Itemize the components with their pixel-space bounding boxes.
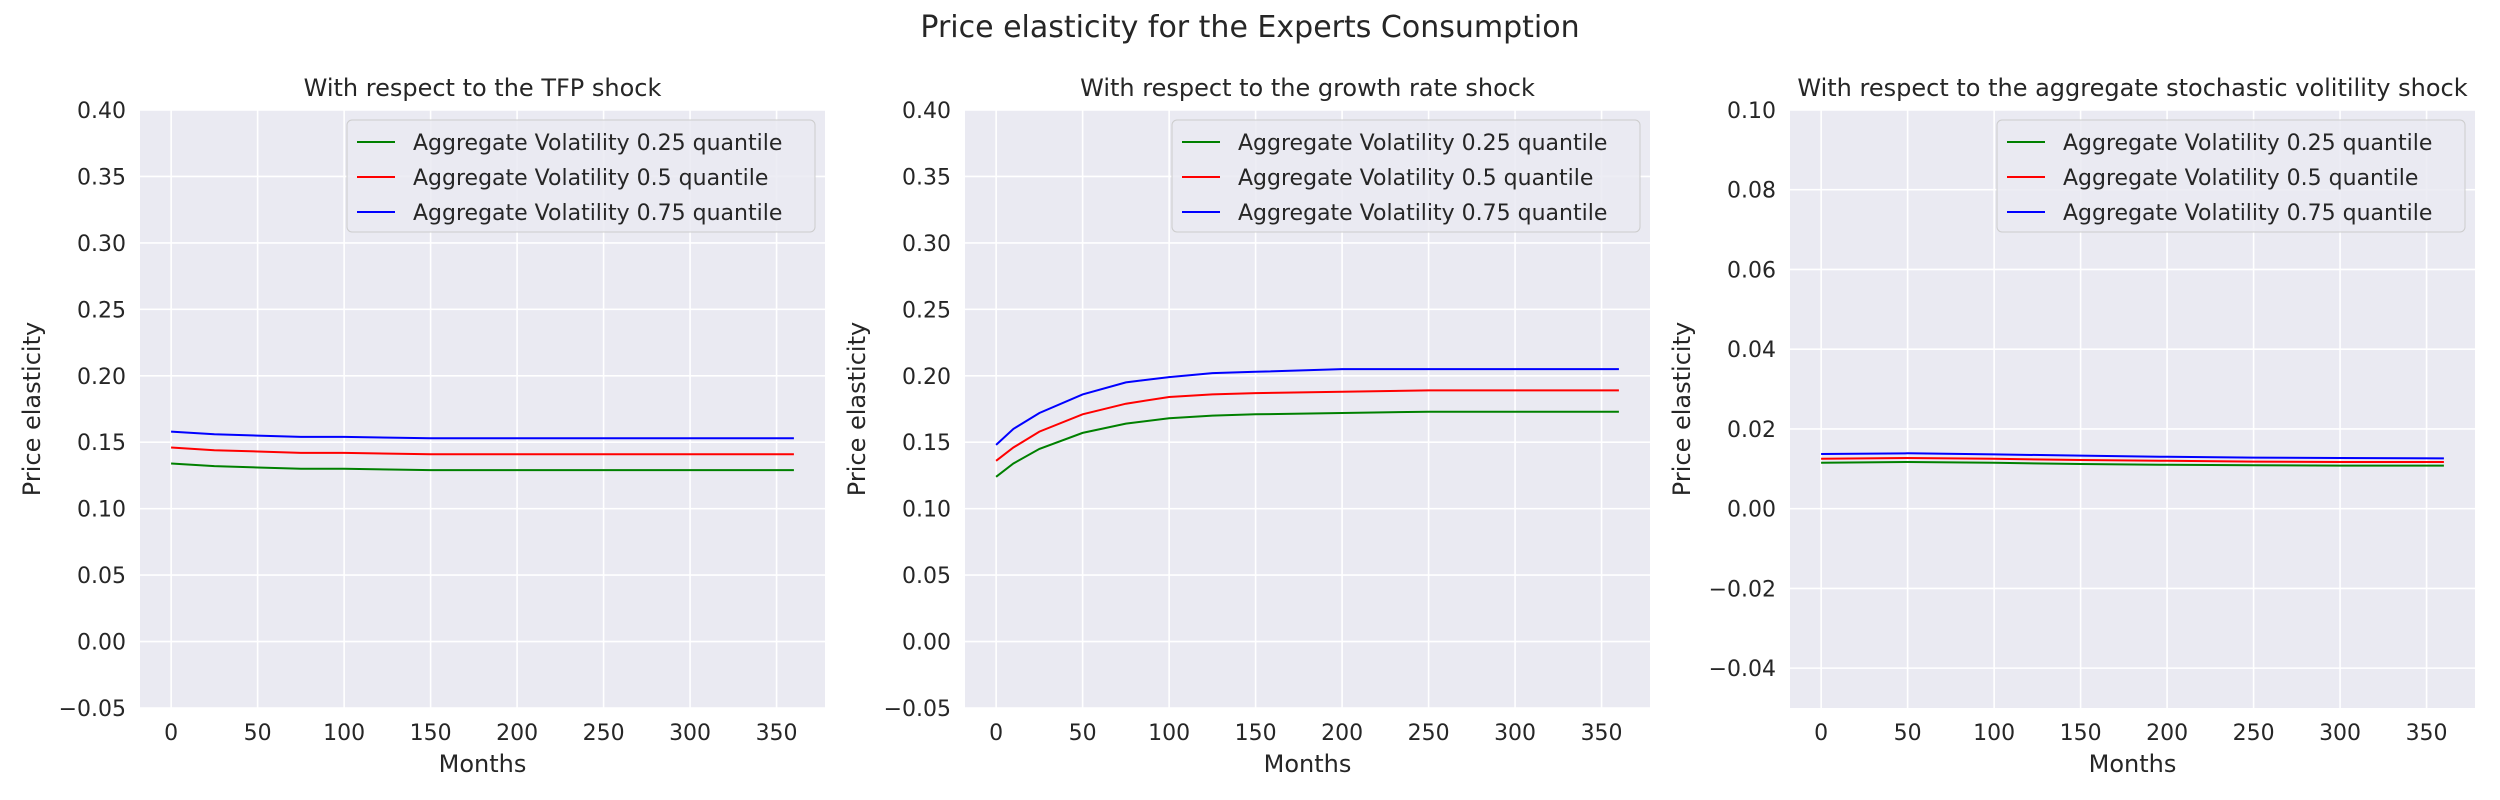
x-tick-label: 100 bbox=[323, 721, 365, 746]
x-tick-label: 50 bbox=[244, 721, 272, 746]
y-tick-label: 0.05 bbox=[77, 564, 126, 589]
legend: Aggregate Volatility 0.25 quantile Aggreg… bbox=[1996, 119, 2466, 233]
y-tick-label: 0.35 bbox=[902, 165, 951, 190]
series-line-1 bbox=[995, 410, 1619, 478]
legend: Aggregate Volatility 0.25 quantile Aggreg… bbox=[1171, 119, 1641, 233]
x-tick-label: 100 bbox=[1973, 721, 2015, 746]
x-axis-label: Months bbox=[439, 750, 527, 778]
x-axis-label: Months bbox=[2089, 750, 2177, 778]
x-axis-label: Months bbox=[1264, 750, 1352, 778]
x-tick-label: 300 bbox=[2319, 721, 2361, 746]
y-tick-label: 0.10 bbox=[902, 498, 951, 523]
chart-panel-3: −0.04 −0.02 0.00 0.02 0.04 0.06 0.08 0.10 0 50 100… bbox=[1668, 74, 2475, 778]
x-tick-label: 0 bbox=[989, 721, 1003, 746]
y-tick-label: 0.35 bbox=[77, 165, 126, 190]
x-tick-label: 300 bbox=[669, 721, 711, 746]
x-tick-label: 350 bbox=[1581, 721, 1623, 746]
y-tick-label: 0.06 bbox=[1727, 258, 1776, 283]
y-tick-label: 0.40 bbox=[902, 99, 951, 124]
x-tick-label: 0 bbox=[1814, 721, 1828, 746]
legend-entry: Aggregate Volatility 0.5 quantile bbox=[1238, 166, 1593, 191]
legend-box bbox=[1996, 119, 2466, 233]
series-line-2 bbox=[1821, 456, 2444, 463]
panel-title: With respect to the growth rate shock bbox=[1080, 74, 1535, 102]
legend-entry: Aggregate Volatility 0.25 quantile bbox=[413, 131, 782, 156]
x-tick-label: 50 bbox=[1069, 721, 1097, 746]
y-tick-label: 0.20 bbox=[77, 365, 126, 390]
y-tick-label: −0.05 bbox=[59, 697, 126, 722]
legend-entry: Aggregate Volatility 0.75 quantile bbox=[413, 201, 782, 226]
x-tick-label: 200 bbox=[2146, 721, 2188, 746]
series-line-3 bbox=[995, 368, 1619, 446]
y-tick-label: 0.08 bbox=[1727, 179, 1776, 204]
y-tick-label: 0.04 bbox=[1727, 338, 1776, 363]
y-tick-label: −0.04 bbox=[1709, 657, 1776, 682]
x-tick-label: 250 bbox=[2233, 721, 2275, 746]
y-tick-label: 0.20 bbox=[902, 365, 951, 390]
panel-title: With respect to the aggregate stochastic… bbox=[1797, 74, 2467, 102]
x-tick-label: 200 bbox=[1321, 721, 1363, 746]
x-tick-label: 50 bbox=[1894, 721, 1922, 746]
y-tick-label: 0.40 bbox=[77, 99, 126, 124]
y-tick-label: 0.30 bbox=[902, 232, 951, 257]
figure-title: Price elasticity for the Experts Consump… bbox=[920, 10, 1580, 45]
y-tick-label: 0.25 bbox=[902, 298, 951, 323]
chart-panel-1: −0.05 0.00 0.05 0.10 0.15 0.20 0.25 0.30 0.35 0.4… bbox=[18, 74, 825, 778]
series-line-2 bbox=[995, 389, 1619, 462]
y-tick-label: 0.15 bbox=[902, 431, 951, 456]
legend-entry: Aggregate Volatility 0.75 quantile bbox=[2063, 201, 2432, 226]
y-tick-label: 0.02 bbox=[1727, 418, 1776, 443]
y-tick-label: 0.30 bbox=[77, 232, 126, 257]
series-line-2 bbox=[171, 446, 794, 456]
legend-entry: Aggregate Volatility 0.5 quantile bbox=[413, 166, 768, 191]
legend-entry: Aggregate Volatility 0.25 quantile bbox=[2063, 131, 2432, 156]
y-tick-label: 0.10 bbox=[77, 498, 126, 523]
legend-box bbox=[346, 119, 816, 233]
y-tick-label: 0.05 bbox=[902, 564, 951, 589]
panel-title: With respect to the TFP shock bbox=[304, 74, 662, 102]
y-tick-label: 0.00 bbox=[1727, 498, 1776, 523]
y-tick-label: 0.25 bbox=[77, 298, 126, 323]
series-line-1 bbox=[1821, 460, 2444, 467]
series-line-1 bbox=[171, 462, 794, 472]
y-tick-label: 0.15 bbox=[77, 431, 126, 456]
y-tick-label: −0.02 bbox=[1709, 577, 1776, 602]
legend-entry: Aggregate Volatility 0.75 quantile bbox=[1238, 201, 1607, 226]
x-tick-label: 350 bbox=[2406, 721, 2448, 746]
x-tick-label: 300 bbox=[1494, 721, 1536, 746]
x-tick-label: 100 bbox=[1148, 721, 1190, 746]
x-tick-label: 250 bbox=[1408, 721, 1450, 746]
y-tick-label: 0.10 bbox=[1727, 99, 1776, 124]
x-tick-label: 350 bbox=[756, 721, 798, 746]
chart-panel-2: −0.05 0.00 0.05 0.10 0.15 0.20 0.25 0.30 0.35 0.4… bbox=[843, 74, 1650, 778]
x-tick-label: 150 bbox=[1235, 721, 1277, 746]
x-tick-label: 200 bbox=[496, 721, 538, 746]
y-axis-label: Price elasticity bbox=[18, 322, 46, 496]
series-line-3 bbox=[1821, 452, 2444, 460]
legend-box bbox=[1171, 119, 1641, 233]
y-tick-label: 0.00 bbox=[902, 631, 951, 656]
x-tick-label: 150 bbox=[410, 721, 452, 746]
series-line-3 bbox=[171, 430, 794, 440]
y-tick-label: −0.05 bbox=[884, 697, 951, 722]
x-tick-label: 150 bbox=[2060, 721, 2102, 746]
y-tick-label: 0.00 bbox=[77, 631, 126, 656]
y-axis-label: Price elasticity bbox=[1668, 322, 1696, 496]
legend-entry: Aggregate Volatility 0.25 quantile bbox=[1238, 131, 1607, 156]
x-tick-label: 0 bbox=[164, 721, 178, 746]
x-tick-label: 250 bbox=[583, 721, 625, 746]
legend-entry: Aggregate Volatility 0.5 quantile bbox=[2063, 166, 2418, 191]
y-axis-label: Price elasticity bbox=[843, 322, 871, 496]
legend: Aggregate Volatility 0.25 quantile Aggreg… bbox=[346, 119, 816, 233]
